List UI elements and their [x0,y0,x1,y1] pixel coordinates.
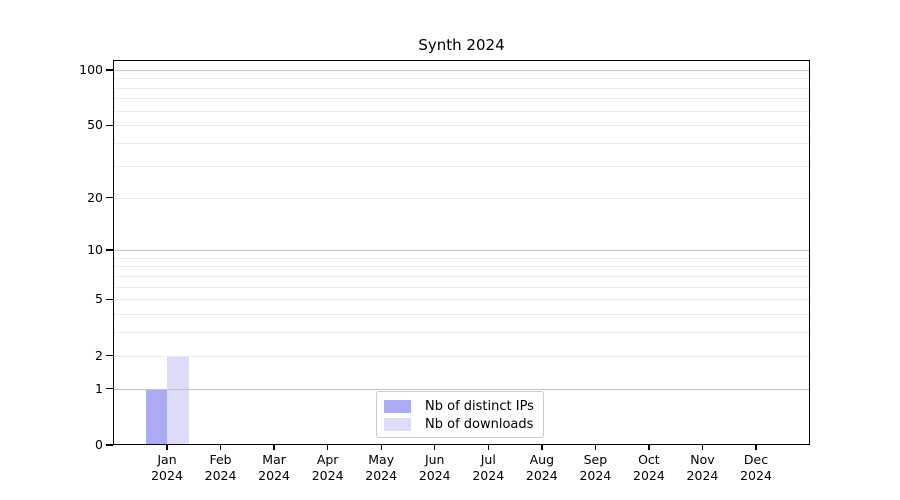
gridline-minor [114,143,809,145]
x-tick-month: Apr [316,452,339,467]
y-tick-label: 5 [95,291,103,307]
x-tick-month: Jan [157,452,177,467]
x-tick-label: Oct 2024 [614,452,684,484]
gridline-minor [114,87,809,89]
y-tick-mark [106,249,113,251]
y-tick-mark [106,444,113,446]
gridline-major [114,388,809,390]
gridline-minor [114,275,809,277]
x-tick-year: 2024 [579,468,612,483]
y-tick-mark [106,388,113,390]
x-tick-label: Jan 2024 [132,452,202,484]
x-tick-month: Aug [529,452,555,467]
x-tick-mark [219,445,222,450]
x-tick-label: May 2024 [346,452,416,484]
x-tick-mark [701,445,704,450]
y-tick-mark [106,355,113,357]
x-tick-mark [594,445,597,450]
gridline-minor [114,98,809,100]
gridline-minor [114,266,809,268]
x-tick-month: Sep [583,452,608,467]
y-tick-mark [106,196,113,199]
x-tick-mark [380,445,382,450]
x-tick-year: 2024 [525,468,558,483]
x-tick-label: Dec 2024 [721,452,791,484]
x-tick-label: Sep 2024 [560,452,630,484]
y-tick-label: 100 [79,61,103,77]
gridline-minor [114,286,809,288]
legend-swatch-distinct-ips [384,399,411,413]
y-tick-mark [106,124,113,127]
y-tick-label: 10 [87,242,103,258]
chart-title: Synth 2024 [418,36,505,54]
gridline-minor [114,110,809,112]
x-tick-year: 2024 [686,468,719,483]
x-tick-year: 2024 [258,468,290,483]
y-tick-label: 50 [87,117,103,133]
legend-label-distinct-ips: Nb of distinct IPs [425,398,534,414]
x-tick-year: 2024 [204,468,237,483]
x-tick-mark [541,445,543,450]
x-tick-month: Dec [743,452,769,467]
x-tick-mark [648,445,650,450]
legend-swatch-downloads [384,417,411,431]
legend-label-downloads: Nb of downloads [425,416,534,432]
x-tick-month: Oct [638,452,660,467]
plot-area-frame [113,60,810,445]
gridline-minor [114,197,809,199]
x-tick-label: Jul 2024 [453,452,523,484]
bar-jan-series1 [167,355,189,444]
x-tick-label: Jun 2024 [400,452,470,484]
y-tick-label: 20 [87,189,103,205]
gridline-minor [114,314,809,316]
gridline-minor [114,78,809,80]
x-tick-month: Jun [424,452,445,467]
x-tick-label: Mar 2024 [239,452,309,484]
x-tick-month: Nov [690,452,715,467]
legend-item-distinct-ips: Nb of distinct IPs [384,397,535,415]
x-tick-mark [487,445,489,450]
y-tick-mark [106,69,113,71]
x-tick-year: 2024 [418,468,451,483]
x-tick-mark [434,445,436,450]
bar-jan-series0 [145,388,167,444]
gridline-minor [114,125,809,127]
x-tick-month: Mar [262,452,286,467]
gridline-minor [114,355,809,357]
x-tick-year: 2024 [151,468,183,483]
gridline-minor [114,332,809,334]
x-tick-year: 2024 [633,468,665,483]
x-tick-mark [755,445,757,450]
x-tick-label: Apr 2024 [293,452,363,484]
gridline-minor [114,299,809,301]
x-tick-mark [273,445,275,450]
x-tick-month: Jul [480,452,496,467]
gridline-major [114,250,809,252]
x-tick-year: 2024 [311,468,344,483]
y-tick-label: 2 [95,347,103,363]
x-tick-month: Feb [209,452,232,467]
legend: Nb of distinct IPs Nb of downloads [376,391,544,438]
x-tick-mark [166,445,168,450]
y-tick-label: 1 [95,380,103,396]
y-tick-mark [106,298,113,301]
gridline-major [114,69,809,71]
y-tick-label: 0 [95,437,103,452]
legend-item-downloads: Nb of downloads [384,415,535,433]
x-tick-label: Feb 2024 [186,452,256,484]
x-tick-year: 2024 [472,468,505,483]
gridline-minor [114,257,809,259]
x-tick-year: 2024 [740,468,772,483]
gridline-minor [114,165,809,167]
x-tick-month: May [368,452,395,467]
x-tick-label: Nov 2024 [667,452,737,484]
x-tick-year: 2024 [365,468,398,483]
x-tick-label: Aug 2024 [507,452,577,484]
x-tick-mark [327,445,329,450]
